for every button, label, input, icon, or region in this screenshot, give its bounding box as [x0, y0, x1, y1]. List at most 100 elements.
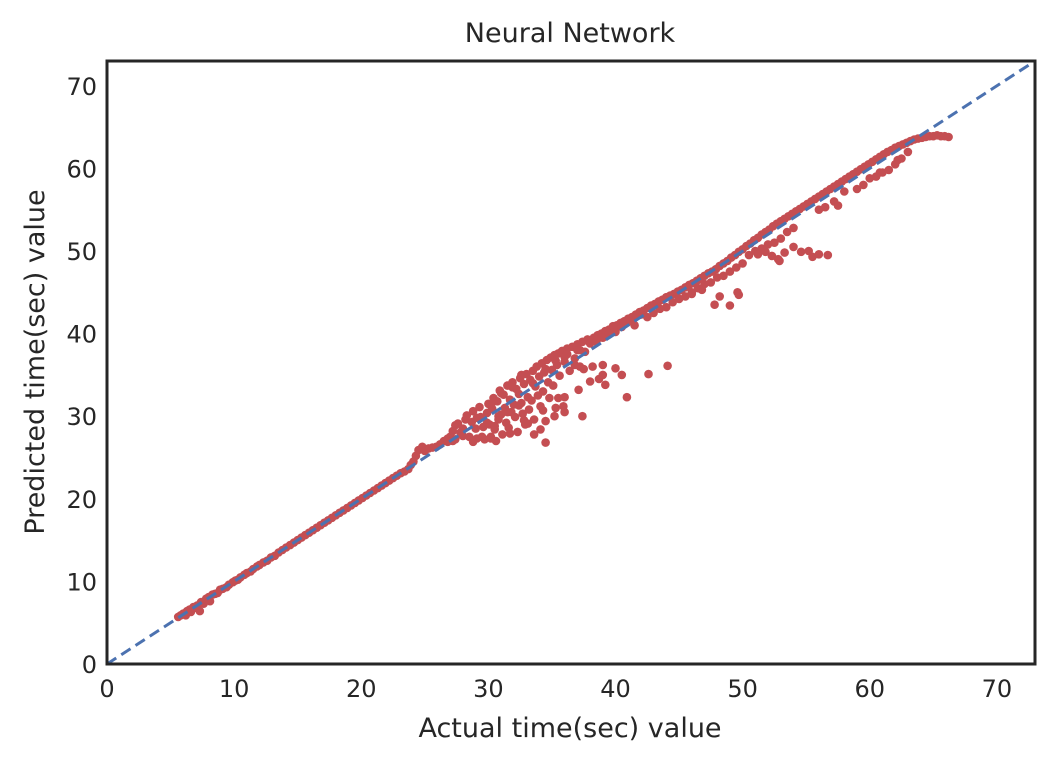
data-point: [541, 416, 550, 426]
data-point: [588, 362, 597, 371]
y-axis-ticks: 0 10 20 30 40 50 60 70: [66, 73, 97, 679]
data-point: [725, 267, 735, 276]
data-point: [601, 380, 610, 390]
data-point: [560, 407, 569, 417]
data-point: [875, 168, 885, 177]
data-point: [468, 437, 478, 447]
data-point: [468, 406, 478, 416]
data-point: [570, 354, 580, 363]
data-point: [710, 300, 719, 310]
y-tick-label: 0: [82, 651, 97, 679]
data-point: [840, 187, 849, 196]
x-tick-label: 40: [600, 675, 631, 703]
data-point: [725, 301, 735, 310]
data-point: [738, 259, 747, 268]
data-point: [523, 419, 533, 428]
data-point: [551, 403, 560, 413]
data-point: [510, 412, 520, 422]
data-point: [550, 411, 559, 421]
data-point: [508, 383, 517, 392]
data-point: [527, 396, 536, 405]
data-point: [761, 247, 770, 257]
data-point: [195, 606, 205, 616]
data-point: [662, 302, 671, 312]
reference-line: [107, 61, 1035, 664]
data-point: [753, 250, 763, 259]
data-points: [173, 131, 953, 622]
data-point: [852, 184, 862, 194]
data-point: [697, 285, 707, 295]
x-axis-label: Actual time(sec) value: [418, 713, 721, 744]
data-point: [551, 356, 560, 366]
data-point: [514, 401, 524, 410]
data-point: [503, 407, 512, 417]
data-point: [472, 413, 482, 423]
data-point: [706, 278, 716, 287]
data-point: [893, 155, 902, 165]
data-point: [944, 132, 953, 142]
x-tick-label: 0: [99, 675, 114, 703]
data-point: [820, 202, 830, 212]
data-point: [477, 432, 487, 442]
plot-area: [105, 59, 1037, 666]
data-point: [767, 251, 777, 261]
x-tick-label: 20: [346, 675, 377, 703]
y-tick-label: 50: [66, 238, 97, 266]
y-tick-label: 60: [66, 155, 97, 183]
data-point: [744, 250, 754, 260]
data-point: [903, 147, 913, 157]
data-point: [719, 271, 728, 281]
data-point: [562, 349, 572, 359]
data-point: [585, 377, 595, 386]
plot-frame: [105, 59, 1037, 666]
x-tick-label: 60: [854, 675, 885, 703]
data-point: [554, 393, 563, 403]
data-point: [575, 345, 585, 355]
data-point: [782, 227, 792, 237]
data-point: [611, 364, 620, 373]
data-point: [490, 421, 500, 431]
x-axis-ticks: 0 10 20 30 40 50 60 70: [99, 675, 1012, 703]
data-point: [733, 288, 742, 297]
data-point: [471, 424, 481, 433]
data-point: [494, 411, 503, 421]
data-point: [462, 411, 472, 420]
y-tick-label: 40: [66, 321, 97, 349]
data-point: [775, 256, 784, 266]
data-point: [496, 388, 506, 398]
data-point: [518, 409, 527, 419]
data-point: [622, 392, 632, 402]
data-point: [482, 418, 492, 428]
data-point: [687, 289, 697, 299]
data-point: [644, 369, 653, 379]
y-tick-label: 20: [66, 486, 97, 514]
data-point: [796, 247, 806, 257]
data-point: [529, 430, 539, 439]
x-tick-label: 70: [982, 675, 1013, 703]
data-point: [789, 223, 798, 233]
data-point: [808, 252, 817, 262]
data-point: [517, 370, 526, 380]
chart-title: Neural Network: [465, 18, 676, 49]
data-point: [541, 364, 550, 374]
x-tick-label: 50: [727, 675, 758, 703]
y-tick-label: 10: [66, 568, 97, 596]
data-point: [505, 429, 515, 438]
data-point: [859, 180, 868, 190]
data-point: [548, 381, 558, 390]
data-point: [594, 374, 604, 384]
data-point: [536, 425, 545, 434]
data-point: [565, 366, 574, 376]
data-point: [486, 434, 496, 443]
data-point: [598, 333, 608, 343]
data-point: [578, 411, 587, 421]
y-axis-label: Predicted time(sec) value: [20, 189, 51, 534]
data-point: [486, 401, 496, 410]
data-point: [555, 371, 564, 381]
data-point: [833, 201, 843, 210]
data-point: [458, 431, 468, 441]
data-point: [545, 393, 554, 403]
y-tick-label: 70: [66, 73, 97, 101]
y-tick-label: 30: [66, 403, 97, 431]
data-point: [823, 250, 833, 260]
